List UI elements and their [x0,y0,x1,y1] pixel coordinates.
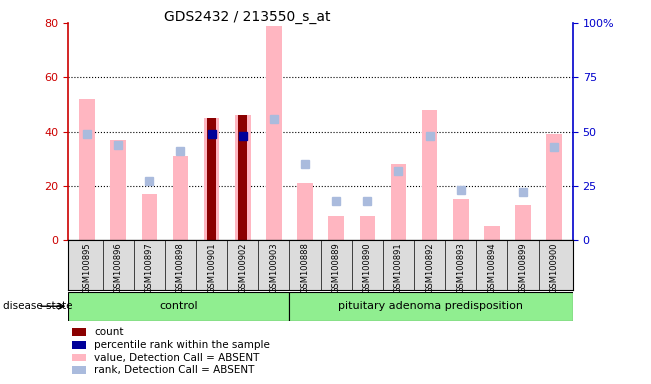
Bar [515,205,531,240]
Bar [79,99,95,240]
Text: GSM100895: GSM100895 [83,243,92,293]
Bar [298,183,313,240]
Bar [328,215,344,240]
Bar [111,140,126,240]
Bar [484,227,500,240]
Text: GSM100890: GSM100890 [363,243,372,293]
Text: GSM100902: GSM100902 [238,243,247,293]
Bar [68,292,289,321]
Bar [207,118,216,240]
Bar [204,118,219,240]
Text: GSM100888: GSM100888 [301,243,309,293]
Text: rank, Detection Call = ABSENT: rank, Detection Call = ABSENT [94,365,255,375]
Text: value, Detection Call = ABSENT: value, Detection Call = ABSENT [94,353,260,362]
Bar [266,26,282,240]
Bar [422,110,437,240]
Text: GSM100892: GSM100892 [425,243,434,293]
Text: GSM100900: GSM100900 [549,243,559,293]
Bar [238,115,247,240]
Text: disease state: disease state [3,301,73,311]
Text: GSM100891: GSM100891 [394,243,403,293]
Text: count: count [94,327,124,337]
Bar [141,194,157,240]
Text: GDS2432 / 213550_s_at: GDS2432 / 213550_s_at [164,10,331,23]
Text: percentile rank within the sample: percentile rank within the sample [94,340,270,350]
Bar [453,199,469,240]
Bar [235,115,251,240]
Bar [173,156,188,240]
Text: pituitary adenoma predisposition: pituitary adenoma predisposition [339,301,523,311]
Bar [546,134,562,240]
Text: GSM100896: GSM100896 [114,243,122,293]
Text: GSM100898: GSM100898 [176,243,185,293]
Text: GSM100889: GSM100889 [332,243,340,293]
Text: GSM100903: GSM100903 [270,243,279,293]
Text: GSM100893: GSM100893 [456,243,465,293]
Bar [391,164,406,240]
Text: GSM100901: GSM100901 [207,243,216,293]
Text: GSM100894: GSM100894 [488,243,497,293]
Text: control: control [159,301,198,311]
Text: GSM100897: GSM100897 [145,243,154,293]
Bar [289,292,573,321]
Bar [359,215,375,240]
Text: GSM100899: GSM100899 [519,243,527,293]
